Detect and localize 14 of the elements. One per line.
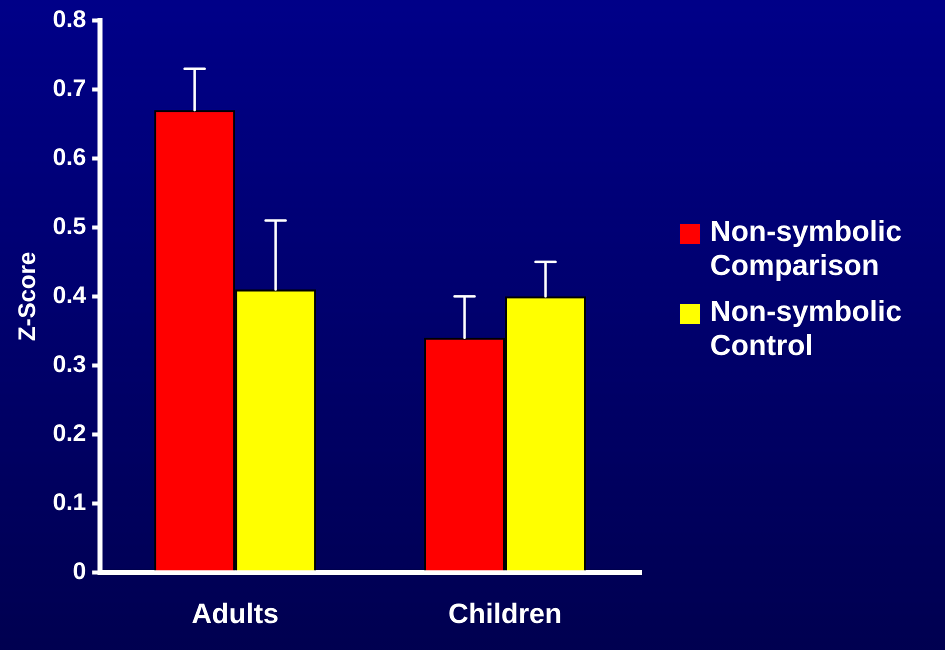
y-tick-label: 0.7 [52,75,86,102]
legend-label: Non-symbolic Control [710,295,903,363]
y-tick-label: 0 [72,558,86,586]
x-tick-label: Children [448,598,562,629]
y-tick-label: 0.1 [52,489,86,516]
y-tick-label: 0.5 [52,213,86,240]
legend-label: Non-symbolic Comparison [710,215,903,283]
x-tick-label: Adults [192,598,279,629]
y-tick-label: 0.4 [52,282,87,310]
y-axis-title: Z-Score [14,252,42,342]
y-tick-label: 0.2 [52,420,86,448]
y-tick-label: 0.8 [52,6,86,34]
y-tick-label: 0.3 [52,351,86,378]
y-tick-label: 0.6 [52,144,86,172]
